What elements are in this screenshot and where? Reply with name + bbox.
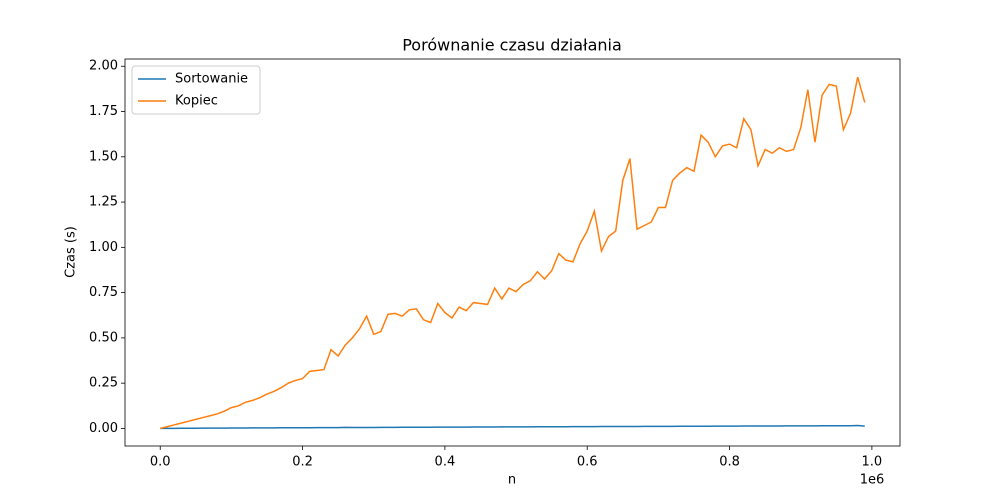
y-tick-label: 1.25 (89, 195, 118, 210)
y-tick-label: 2.00 (89, 59, 118, 74)
y-tick-label: 0.25 (89, 376, 118, 391)
x-axis-label: n (508, 473, 516, 488)
x-tick-label: 1.0 (862, 455, 883, 470)
legend-label: Sortowanie (175, 72, 248, 87)
x-tick-label: 0.2 (292, 455, 313, 470)
y-axis-label: Czas (s) (64, 226, 79, 278)
line-series (160, 424, 865, 430)
y-tick-label: 0.75 (89, 285, 118, 300)
y-tick-label: 1.50 (89, 149, 118, 164)
legend-label: Kopiec (175, 94, 218, 109)
x-tick-label: 0.8 (719, 455, 740, 470)
y-tick-label: 1.00 (89, 240, 118, 255)
x-tick-label: 0.6 (577, 455, 598, 470)
plot-frame (124, 58, 901, 447)
chart-title: Porównanie czasu działania (402, 36, 622, 55)
x-tick-label: 0.4 (435, 455, 456, 470)
y-tick-label: 0.50 (89, 330, 118, 345)
line-series (160, 76, 866, 430)
legend-box (131, 65, 261, 115)
y-tick-label: 0.00 (89, 421, 118, 436)
y-tick-label: 1.75 (89, 104, 118, 119)
legend: Sortowanie Kopiec (131, 65, 261, 115)
x-tick-label: 0.0 (150, 455, 171, 470)
x-offset-text: 1e6 (860, 473, 885, 488)
